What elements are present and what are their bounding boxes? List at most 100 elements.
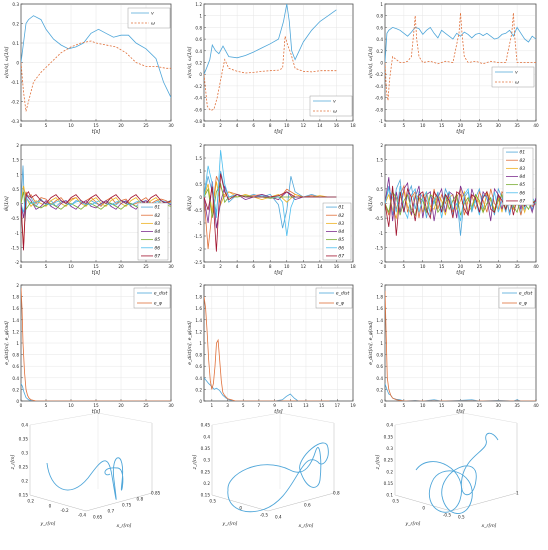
x-axis-label: x_r[m] bbox=[481, 523, 497, 529]
chart-joint-2: -2.5 -2 -1.5 -1 -0.5 0 0.5 1 1.5 2 0 2 4 6 8 10 12 14 16 18… bbox=[186, 143, 356, 276]
x-tick-label: 30 bbox=[496, 123, 502, 128]
y-tick-label: 1.6 bbox=[12, 306, 19, 311]
y-tick-label: -0.5 bbox=[194, 208, 203, 213]
x-tick-label: 16 bbox=[334, 123, 340, 128]
x-axis-label: x_r[m] bbox=[298, 523, 314, 529]
y-tick-label: 0.8 bbox=[195, 25, 202, 30]
series-line-v bbox=[204, 4, 337, 75]
y-tick-label: -0.5 bbox=[375, 216, 384, 221]
legend-label: θ6 bbox=[155, 245, 161, 251]
x-tick-label: 5 bbox=[45, 123, 48, 128]
y-tick-label: -0.5 bbox=[11, 216, 20, 221]
z-tick-label: 0.35 bbox=[384, 434, 394, 439]
y-tick-label: 0.5 bbox=[376, 187, 383, 192]
y-axis-label: v[m/s], ω[1/s] bbox=[4, 46, 10, 78]
y-tick-label: 0.8 bbox=[195, 353, 202, 358]
series-line-v bbox=[21, 15, 171, 98]
x-tick-label: 15 bbox=[319, 403, 325, 408]
z-tick-label: 0.4 bbox=[203, 434, 210, 439]
y-tick-label: -0.5 bbox=[443, 513, 452, 518]
axes-box bbox=[394, 423, 518, 512]
z-tick-label: 0.4 bbox=[21, 423, 28, 428]
y-tick-label: -2 bbox=[198, 247, 203, 252]
y-tick-label: 0 bbox=[199, 195, 202, 200]
z-tick-label: 0.25 bbox=[201, 469, 211, 474]
y-tick-label: 0.4 bbox=[12, 376, 19, 381]
y-tick-label: 0 bbox=[49, 503, 52, 508]
x-tick-label: 0 bbox=[384, 123, 387, 128]
y-tick-label: -0.2 bbox=[11, 100, 20, 105]
y-tick-label: 1 bbox=[199, 14, 202, 19]
y-tick-label: 0.4 bbox=[376, 376, 383, 381]
y-tick-label: 2 bbox=[199, 283, 202, 288]
chart-vel-3: -1-0.8-0.6-0.4-0.200.20.40.60.810 5 10 15 20… bbox=[368, 2, 539, 135]
x-tick-label: 1 bbox=[516, 491, 519, 496]
x-tick-label: 5 bbox=[45, 264, 48, 269]
x-tick-label: 0 bbox=[384, 403, 387, 408]
x-tick-label: 15 bbox=[439, 403, 445, 408]
y-tick-label: -0.8 bbox=[194, 119, 203, 124]
x-tick-label: 18 bbox=[350, 264, 356, 269]
x-tick-label: 10 bbox=[68, 123, 74, 128]
y-tick-label: 1.5 bbox=[195, 156, 202, 161]
z-tick-label: 0.3 bbox=[386, 446, 393, 451]
z-tick-label: 0.35 bbox=[201, 446, 211, 451]
y-axis-label: θ̇i[1/s] bbox=[186, 196, 193, 211]
x-tick-label: 10 bbox=[68, 403, 74, 408]
x-tick-label: 25 bbox=[477, 264, 483, 269]
x-tick-label: 0.85 bbox=[151, 491, 161, 496]
y-axis-label: θ̇i[1/s] bbox=[3, 196, 10, 211]
y-tick-label: 0.5 bbox=[195, 182, 202, 187]
y-tick-label: 0.8 bbox=[376, 353, 383, 358]
series-line-θ7 bbox=[21, 191, 171, 251]
x-tick-label: 25 bbox=[477, 123, 483, 128]
y-axis-label: y_r[m] bbox=[222, 521, 238, 527]
x-tick-label: 0 bbox=[384, 264, 387, 269]
y-tick-label: 1.2 bbox=[12, 329, 19, 334]
y-tick-label: 0 bbox=[380, 61, 383, 66]
x-tick-label: 0.4 bbox=[275, 515, 282, 520]
x-axis-label: t[s] bbox=[92, 270, 101, 276]
x-tick-label: 0 bbox=[20, 403, 23, 408]
y-tick-label: 0.5 bbox=[392, 499, 399, 504]
y-tick-label: 1.2 bbox=[195, 2, 202, 7]
x-tick-label: 20 bbox=[458, 123, 464, 128]
x-tick-label: 35 bbox=[514, 264, 520, 269]
z-tick-label: 0.2 bbox=[386, 469, 393, 474]
legend-label: θ1 bbox=[155, 205, 161, 211]
x-axis-label: t[s] bbox=[274, 129, 283, 135]
x-tick-label: 20 bbox=[458, 264, 464, 269]
y-tick-label: -1 bbox=[15, 231, 20, 236]
y-tick-label: 1.6 bbox=[195, 306, 202, 311]
x-tick-label: 30 bbox=[168, 403, 174, 408]
x-tick-label: 30 bbox=[496, 264, 502, 269]
x-tick-label: 15 bbox=[93, 123, 99, 128]
y-tick-label: -0.3 bbox=[11, 119, 20, 124]
x-axis-label: t[s] bbox=[456, 409, 465, 415]
y-tick-label: 0.5 bbox=[12, 187, 19, 192]
x-tick-label: 25 bbox=[143, 403, 149, 408]
x-tick-label: 6 bbox=[252, 123, 255, 128]
legend-label: θ2 bbox=[520, 158, 526, 164]
y-tick-label: 1 bbox=[199, 169, 202, 174]
z-tick-label: 0.15 bbox=[19, 493, 29, 498]
x-tick-label: 5 bbox=[45, 403, 48, 408]
y-tick-label: 1 bbox=[380, 2, 383, 7]
y-tick-label: 0.4 bbox=[195, 376, 202, 381]
z-tick-label: 0.35 bbox=[19, 437, 29, 442]
y-tick-label: -1.5 bbox=[194, 234, 203, 239]
z-axis-label: z_r[m] bbox=[192, 454, 198, 470]
x-tick-label: 6 bbox=[252, 264, 255, 269]
x-axis-label: t[s] bbox=[456, 129, 465, 135]
legend-label: θ4 bbox=[155, 229, 161, 235]
z-tick-label: 0.25 bbox=[384, 458, 394, 463]
y-tick-label: 1.4 bbox=[195, 318, 202, 323]
x-tick-label: 40 bbox=[533, 123, 539, 128]
x-tick-label: 5 bbox=[403, 403, 406, 408]
y-tick-label: 1.2 bbox=[195, 329, 202, 334]
x-tick-label: 18 bbox=[350, 123, 356, 128]
x-tick-label: 8 bbox=[269, 123, 272, 128]
y-tick-label: 0.2 bbox=[12, 387, 19, 392]
y-tick-label: 2 bbox=[380, 143, 383, 148]
x-tick-label: 0.5 bbox=[458, 515, 465, 520]
